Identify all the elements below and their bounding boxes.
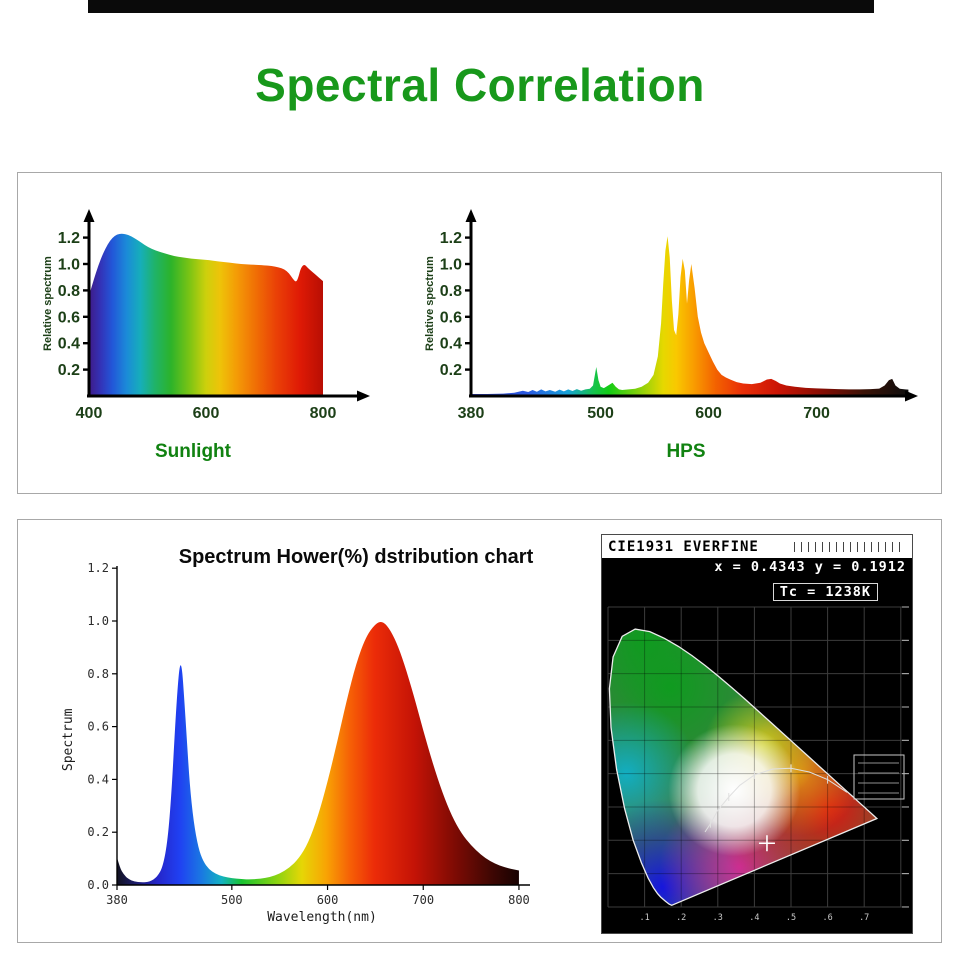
dist-x-tick-label: 700 [412,893,434,907]
dist-y-axis-title: Spectrum [61,708,76,771]
cie-ruler-marks [794,541,906,552]
cie-diagram-svg: .1 .2 .3 .4 .5 .6 .7 [607,606,909,923]
relative-spectrum-panel: 0.2 0.4 0.6 0.8 1.0 1.2 400 600 800 Relative spec… [17,172,942,494]
cie-measured-point-marker [758,835,775,852]
cie-x-tick-label: .3 [713,913,723,923]
hps-caption: HPS [666,441,706,462]
sunlight-y-tick-label: 1.0 [58,257,80,274]
distribution-spectrum-fill [117,621,519,885]
dist-y-tick-label: 1.0 [87,614,109,628]
sunlight-y-tick-label: 0.6 [58,309,80,326]
hps-x-tick-label: 700 [803,405,830,422]
dist-y-tick-label: 0.8 [87,667,109,681]
cie-xy-readout: x = 0.4343 y = 0.1912 [714,559,906,575]
cie1931-figure: CIE1931 EVERFINE x = 0.4343 y = 0.1912 T… [601,534,913,934]
cie-x-tick-label: .5 [786,913,796,923]
sunlight-x-tick-label: 600 [193,405,220,422]
hps-chart: 0.2 0.4 0.6 0.8 1.0 1.2 380 500 600 700 Relative s… [424,209,918,422]
hps-spectrum-fill [471,236,909,396]
sunlight-y-tick-label: 0.8 [58,283,80,300]
hps-y-tick-label: 0.4 [440,336,462,353]
cie-x-tick-label: .1 [639,913,649,923]
dist-x-tick-label: 600 [317,893,339,907]
dist-y-tick-label: 0.0 [87,878,109,892]
sunlight-y-axis-title: Relative spectrum [42,256,54,351]
dist-y-tick-label: 0.4 [87,772,109,786]
hps-y-tick-label: 1.2 [440,230,462,247]
hps-y-axis-arrow [465,209,477,222]
sunlight-chart: 0.2 0.4 0.6 0.8 1.0 1.2 400 600 800 Relative spec… [42,209,370,422]
dist-x-tick-label: 800 [508,893,530,907]
hps-x-tick-label: 500 [587,405,614,422]
dist-x-tick-label: 500 [221,893,243,907]
sunlight-x-axis-arrow [357,390,370,402]
cie-gamut-fill [609,629,877,906]
cie-x-tick-label: .2 [676,913,686,923]
distribution-chart-title: Spectrum Hower(%) dstribution chart [178,546,534,568]
sunlight-x-tick-label: 800 [310,405,337,422]
sunlight-y-tick-label: 1.2 [58,230,80,247]
cie-legend-box [853,754,905,800]
hps-x-tick-label: 380 [458,405,485,422]
hps-x-tick-label: 600 [695,405,722,422]
cie-header-title: CIE1931 EVERFINE [608,538,759,555]
cie-x-tick-label: .6 [822,913,832,923]
cie-tc-readout: Tc = 1238K [602,583,912,605]
hps-y-axis-title: Relative spectrum [424,256,436,351]
sunlight-y-tick-label: 0.4 [58,336,80,353]
cie-tc-value: Tc = 1238K [772,583,878,601]
distribution-chart-svg: 0.0 0.2 0.4 0.6 0.8 1.0 1.2 380 500 600 700 800 Wave… [61,561,530,925]
cie-x-tick-label: .4 [749,913,759,923]
distribution-cie-panel: 0.0 0.2 0.4 0.6 0.8 1.0 1.2 380 500 600 700 800 Wave… [17,519,942,943]
sunlight-y-tick-label: 0.2 [58,362,80,379]
cie-diagram: .1 .2 .3 .4 .5 .6 .7 [607,606,909,923]
sunlight-caption: Sunlight [155,441,231,462]
hps-y-tick-label: 0.2 [440,362,462,379]
sunlight-spectrum-fill [89,233,323,396]
cie-header: CIE1931 EVERFINE [602,535,912,559]
sunlight-y-axis-arrow [83,209,95,222]
dist-y-tick-label: 0.2 [87,825,109,839]
page-title: Spectral Correlation [255,59,705,111]
distribution-chart: 0.0 0.2 0.4 0.6 0.8 1.0 1.2 380 500 600 700 800 Wave… [61,561,530,925]
dist-y-tick-label: 0.6 [87,720,109,734]
hps-y-tick-label: 0.8 [440,283,462,300]
cie-x-tick-label: .7 [859,913,869,923]
hps-x-axis-arrow [905,390,918,402]
dist-x-axis-title: Wavelength(nm) [267,910,377,925]
dist-x-tick-label: 380 [106,893,128,907]
hps-y-tick-label: 1.0 [440,257,462,274]
hps-y-tick-label: 0.6 [440,309,462,326]
relative-spectra-svg: 0.2 0.4 0.6 0.8 1.0 1.2 400 600 800 Relative spec… [42,209,918,422]
dist-y-tick-label: 1.2 [87,561,109,575]
sunlight-x-tick-label: 400 [76,405,103,422]
cie-spectral-locus [608,628,879,907]
top-banner-strip [88,0,874,13]
